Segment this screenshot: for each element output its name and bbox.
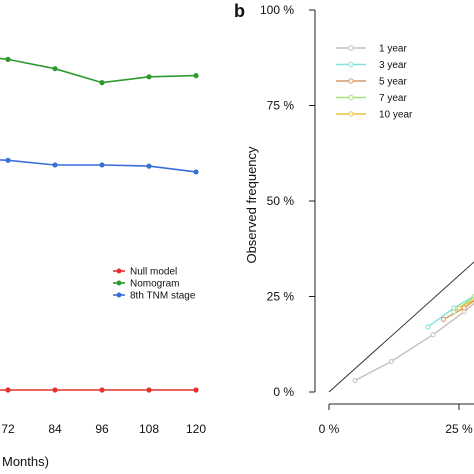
panel-b-legend-label: 3 year <box>379 60 407 71</box>
panel-b-y-tick-label: 25 % <box>267 290 295 304</box>
panel-a-line-nomogram <box>0 57 197 84</box>
panel-a-x-tick-label: 108 <box>139 422 159 436</box>
panel-a-line-8th-tnm-stage <box>0 159 197 173</box>
panel-b-series-10-year <box>456 298 474 311</box>
panel-a-point-null-model <box>146 387 152 393</box>
panel-b-y-tick-label: 0 % <box>273 385 294 399</box>
panel-a-legend-label: 8th TNM stage <box>130 291 196 302</box>
panel-a-legend-marker <box>116 292 122 298</box>
panel-b-y-ticks: 0 % 25 % 50 % 75 % 100 % <box>260 3 315 399</box>
panel-b-legend-label: 5 year <box>379 77 407 88</box>
panel-b-reference-diagonal <box>328 261 474 393</box>
panel-b-legend-marker <box>348 94 354 101</box>
panel-b-legend-marker <box>348 78 354 84</box>
panel-b-point-5-year <box>440 316 446 322</box>
panel-b-legend-label: 7 year <box>379 93 407 104</box>
panel-a-point-8th-tnm-stage <box>146 163 152 169</box>
panel-b-legend-item-7-year: 7 year <box>336 93 407 104</box>
panel-a-x-ticks: 72 84 96 108 120 <box>1 422 206 436</box>
panel-b-y-tick-label: 100 % <box>260 3 294 17</box>
panel-b-legend-item-3-year: 3 year <box>336 60 407 71</box>
panel-a-legend-item-null-model: Null model <box>113 267 177 278</box>
panel-a-point-8th-tnm-stage <box>5 157 11 163</box>
panel-a-x-tick-label: 96 <box>95 422 109 436</box>
panel-b-legend: 1 year 3 year 5 year 7 year 10 year <box>336 44 413 121</box>
panel-a-point-8th-tnm-stage <box>52 162 58 168</box>
panel-b-series-1-year <box>352 302 474 384</box>
panel-a-point-8th-tnm-stage <box>99 162 105 168</box>
panel-a-series <box>0 56 199 393</box>
panel-a-x-axis-title: Months) <box>2 454 49 469</box>
panel-b-x-tick-label: 0 % <box>319 422 340 436</box>
panel-b-x-ticks: 0 % 25 % <box>319 403 474 436</box>
panel-b-x-tick-label: 25 % <box>445 422 473 436</box>
panel-a-point-nomogram <box>193 73 199 79</box>
panel-b-point-3-year <box>425 324 431 330</box>
panel-b-legend-item-10-year: 10 year <box>336 110 413 121</box>
panel-a-x-tick-label: 84 <box>48 422 62 436</box>
panel-a-legend-item-nomogram: Nomogram <box>113 279 179 290</box>
panel-a-legend-item-8th-tnm-stage: 8th TNM stage <box>113 291 196 302</box>
panel-a-x-tick-label: 120 <box>186 422 206 436</box>
panel-a-x-tick-label: 72 <box>1 422 15 436</box>
panel-b-point-7-year <box>451 309 457 315</box>
panel-a-line-chart: Months) 72 84 96 108 120 Null modelNomogram8… <box>0 56 206 469</box>
panel-b-point-10-year <box>456 305 462 311</box>
panel-a-point-nomogram <box>52 66 58 72</box>
panel-b-series <box>352 294 474 384</box>
panel-b-line-3-year <box>427 295 474 328</box>
panel-b-point-5-year <box>461 305 467 311</box>
panel-a-legend-marker <box>116 280 122 286</box>
panel-b-legend-marker <box>348 111 354 117</box>
panel-b-y-axis-title: Observed frequency <box>244 146 259 264</box>
panel-b-series-3-year <box>425 295 474 330</box>
panel-b-point-1-year <box>388 358 394 364</box>
panel-b-legend-item-5-year: 5 year <box>336 77 407 88</box>
panel-b-label: b <box>234 1 245 21</box>
panel-a-legend-label: Null model <box>130 267 177 278</box>
panel-a-legend-marker <box>116 268 122 274</box>
panel-a-point-nomogram <box>99 80 105 86</box>
panel-b-point-1-year <box>352 378 358 384</box>
panel-a-point-nomogram <box>146 74 152 80</box>
panel-b-line-10-year <box>458 298 474 309</box>
panel-b-y-tick-label: 50 % <box>267 194 295 208</box>
panel-b-y-tick-label: 75 % <box>267 99 295 113</box>
panel-a-point-null-model <box>5 387 11 393</box>
panel-b-legend-item-1-year: 1 year <box>336 44 407 55</box>
panel-a-point-null-model <box>52 387 58 393</box>
panel-b-line-1-year <box>354 302 474 382</box>
panel-a-point-null-model <box>99 387 105 393</box>
panel-a-legend-label: Nomogram <box>130 279 179 290</box>
panel-b-legend-label: 1 year <box>379 44 407 55</box>
panel-b-point-1-year <box>430 332 436 338</box>
panel-a-series-8th-tnm-stage <box>0 157 199 175</box>
panel-a-series-null-model <box>0 387 199 393</box>
panel-b-legend-marker <box>348 45 354 51</box>
panel-a-series-nomogram <box>0 56 199 86</box>
panel-a-point-null-model <box>193 387 199 393</box>
panel-a-point-8th-tnm-stage <box>193 169 199 175</box>
panel-b-calibration-chart: b Observed frequency 0 % 25 % 50 % 75 % 100 … <box>234 1 474 436</box>
panel-b-legend-label: 10 year <box>379 110 413 121</box>
panel-b-legend-marker <box>348 61 354 68</box>
panel-a-point-nomogram <box>5 56 11 63</box>
